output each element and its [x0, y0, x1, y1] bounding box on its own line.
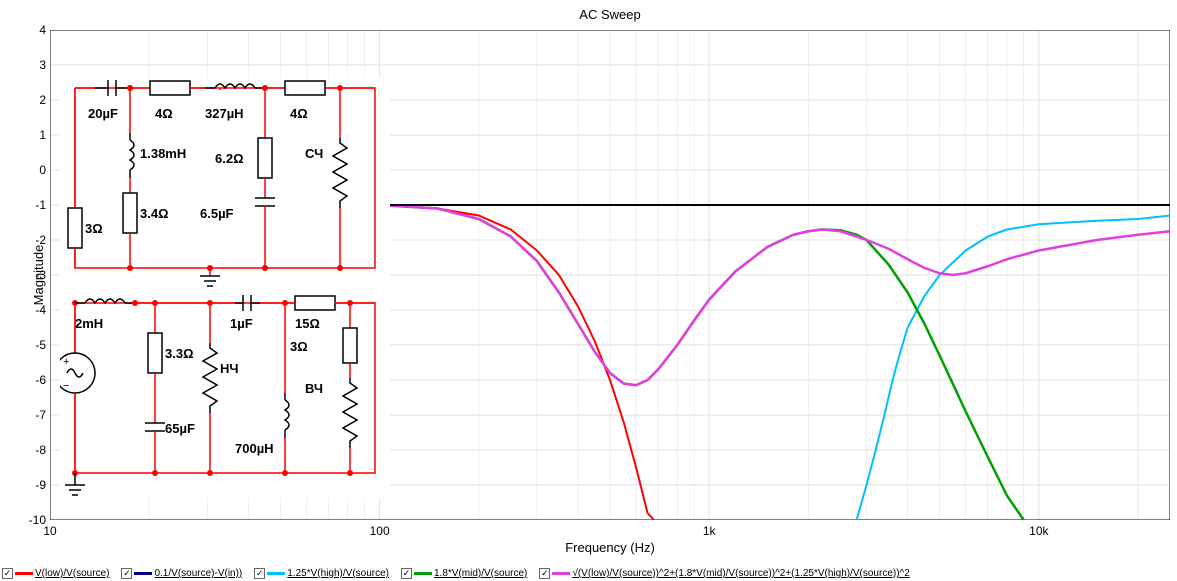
legend-checkbox[interactable]: ✓: [401, 568, 412, 579]
legend-swatch: [15, 572, 33, 575]
cap-20uf-label: 20µF: [88, 106, 118, 121]
legend-item[interactable]: ✓ 1.25*V(high)/V(source): [254, 568, 389, 579]
y-tick: 4: [24, 23, 46, 37]
r-3ohm-b-label: 3Ω: [290, 339, 308, 354]
r-4ohm-2-label: 4Ω: [290, 106, 308, 121]
x-tick: 10: [43, 524, 56, 538]
y-tick: 2: [24, 93, 46, 107]
y-tick: -7: [24, 408, 46, 422]
l-1.38mh-label: 1.38mH: [140, 146, 186, 161]
y-tick: -9: [24, 478, 46, 492]
legend-item[interactable]: ✓ 0.1/V(source)-V(in)): [121, 568, 242, 579]
y-tick: -6: [24, 373, 46, 387]
r-15ohm-label: 15Ω: [295, 316, 320, 331]
c-6.5uf-label: 6.5µF: [200, 206, 234, 221]
circuit-svg: 20µF 4Ω 327µH 4Ω 3Ω 1.38mH 3.4Ω 6.2Ω 6.5…: [60, 78, 390, 498]
legend-swatch: [414, 572, 432, 575]
x-axis-label: Frequency (Hz): [565, 540, 655, 555]
r-3.3ohm-label: 3.3Ω: [165, 346, 194, 361]
svg-text:+: +: [63, 356, 69, 368]
legend-swatch: [134, 572, 152, 575]
y-tick: 0: [24, 163, 46, 177]
y-tick: -1: [24, 198, 46, 212]
legend-checkbox[interactable]: ✓: [2, 568, 13, 579]
legend-swatch: [552, 572, 570, 575]
legend-label: V(low)/V(source): [35, 568, 109, 579]
x-tick: 100: [370, 524, 390, 538]
svg-text:−: −: [63, 380, 69, 392]
l-327uh-label: 327µH: [205, 106, 244, 121]
legend: ✓ V(low)/V(source) ✓ 0.1/V(source)-V(in)) ✓ 1…: [2, 568, 910, 579]
circuit-schematic: 20µF 4Ω 327µH 4Ω 3Ω 1.38mH 3.4Ω 6.2Ω 6.5…: [60, 78, 390, 498]
legend-checkbox[interactable]: ✓: [121, 568, 132, 579]
r-6.2ohm-label: 6.2Ω: [215, 151, 244, 166]
r-4ohm-1-label: 4Ω: [155, 106, 173, 121]
y-tick: -4: [24, 303, 46, 317]
legend-label: √(V(low)/V(source))^2+(1.8*V(mid)/V(sour…: [572, 568, 909, 579]
y-tick: -2: [24, 233, 46, 247]
y-tick: -3: [24, 268, 46, 282]
load-nc-label: НЧ: [220, 361, 239, 376]
legend-label: 0.1/V(source)-V(in)): [154, 568, 242, 579]
y-tick: 1: [24, 128, 46, 142]
legend-checkbox[interactable]: ✓: [254, 568, 265, 579]
c-65uf-label: 65µF: [165, 421, 195, 436]
load-sc-label: СЧ: [305, 146, 323, 161]
legend-swatch: [267, 572, 285, 575]
chart-title: AC Sweep: [579, 7, 640, 22]
y-tick: 3: [24, 58, 46, 72]
x-tick: 10k: [1029, 524, 1048, 538]
y-tick: -5: [24, 338, 46, 352]
r-3.4ohm-label: 3.4Ω: [140, 206, 169, 221]
c-1uf-label: 1µF: [230, 316, 253, 331]
r-3ohm-label: 3Ω: [85, 221, 103, 236]
l-700uh-label: 700µH: [235, 441, 274, 456]
y-tick: -8: [24, 443, 46, 457]
l-2mh-label: 2mH: [75, 316, 103, 331]
legend-item[interactable]: ✓ 1.8*V(mid)/V(source): [401, 568, 527, 579]
legend-item[interactable]: ✓ √(V(low)/V(source))^2+(1.8*V(mid)/V(sou…: [539, 568, 909, 579]
legend-label: 1.25*V(high)/V(source): [287, 568, 389, 579]
legend-label: 1.8*V(mid)/V(source): [434, 568, 527, 579]
legend-item[interactable]: ✓ V(low)/V(source): [2, 568, 109, 579]
x-tick: 1k: [703, 524, 716, 538]
legend-checkbox[interactable]: ✓: [539, 568, 550, 579]
load-vc-label: ВЧ: [305, 381, 323, 396]
